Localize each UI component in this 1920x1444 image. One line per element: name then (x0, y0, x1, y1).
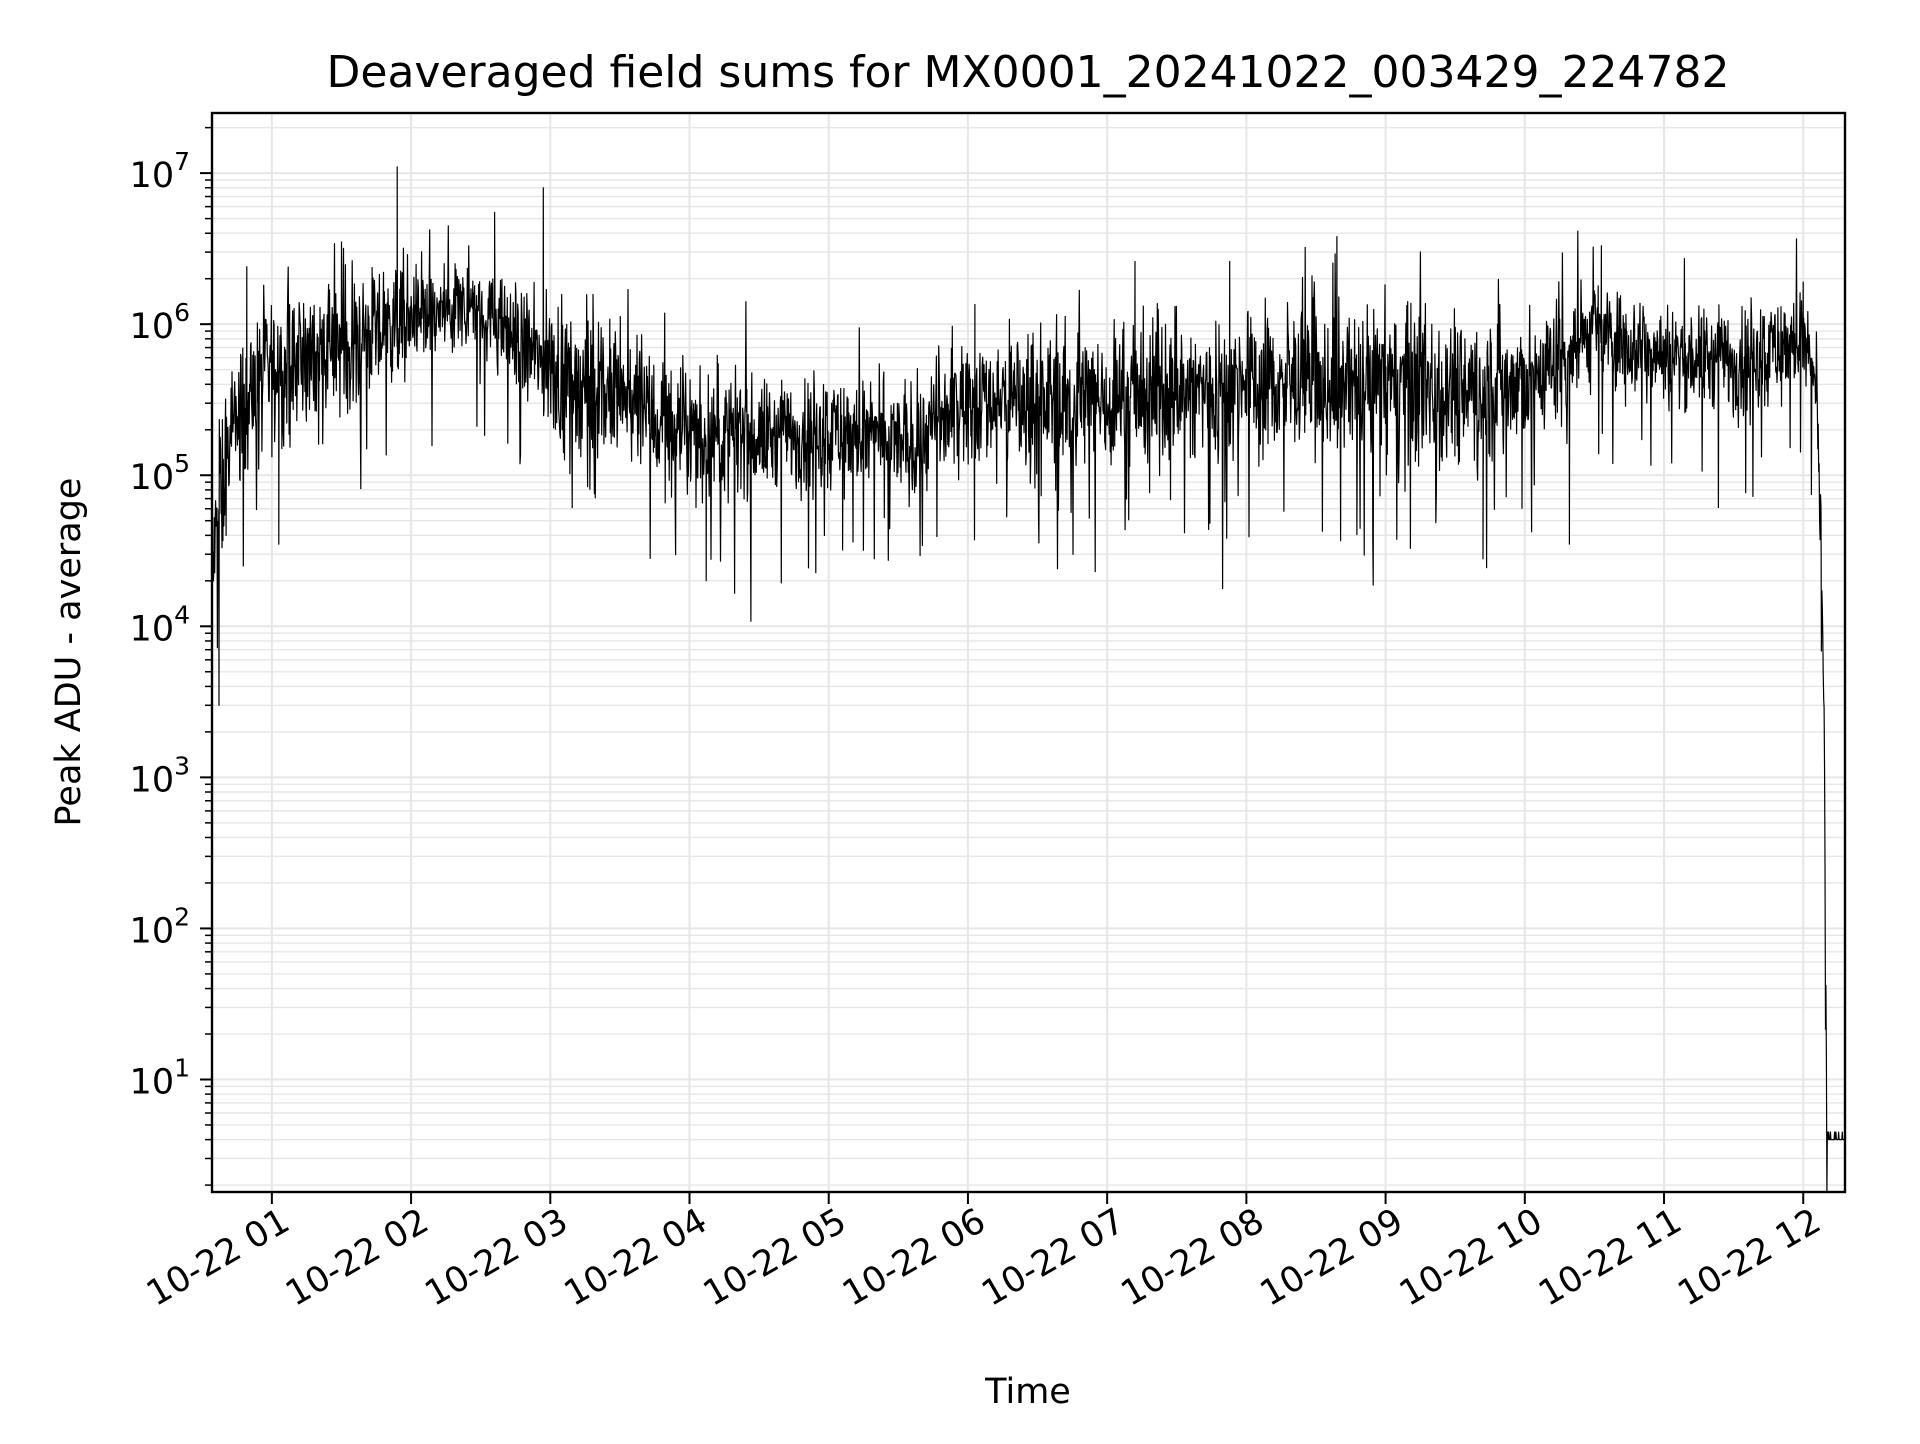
grid-lines (212, 113, 1845, 1192)
y-axis-label: Peak ADU - average (49, 478, 89, 827)
y-tick-label: 101 (130, 1053, 190, 1102)
y-tick-label: 107 (130, 147, 190, 196)
y-axis-ticks: 101 102 103 104 105 106 107 (130, 126, 212, 1186)
plot-frame (210, 111, 1847, 1194)
series-line (211, 166, 1846, 1193)
x-axis-label: Time (984, 1372, 1071, 1412)
y-tick-label: 102 (130, 902, 190, 951)
y-tick-label: 105 (130, 449, 190, 498)
y-tick-label: 104 (130, 600, 190, 649)
chart-title: Deaveraged field sums for MX0001_2024102… (327, 47, 1730, 98)
y-tick-label: 106 (130, 298, 190, 347)
y-tick-label: 103 (130, 751, 190, 800)
series-line-group (211, 166, 1846, 1193)
